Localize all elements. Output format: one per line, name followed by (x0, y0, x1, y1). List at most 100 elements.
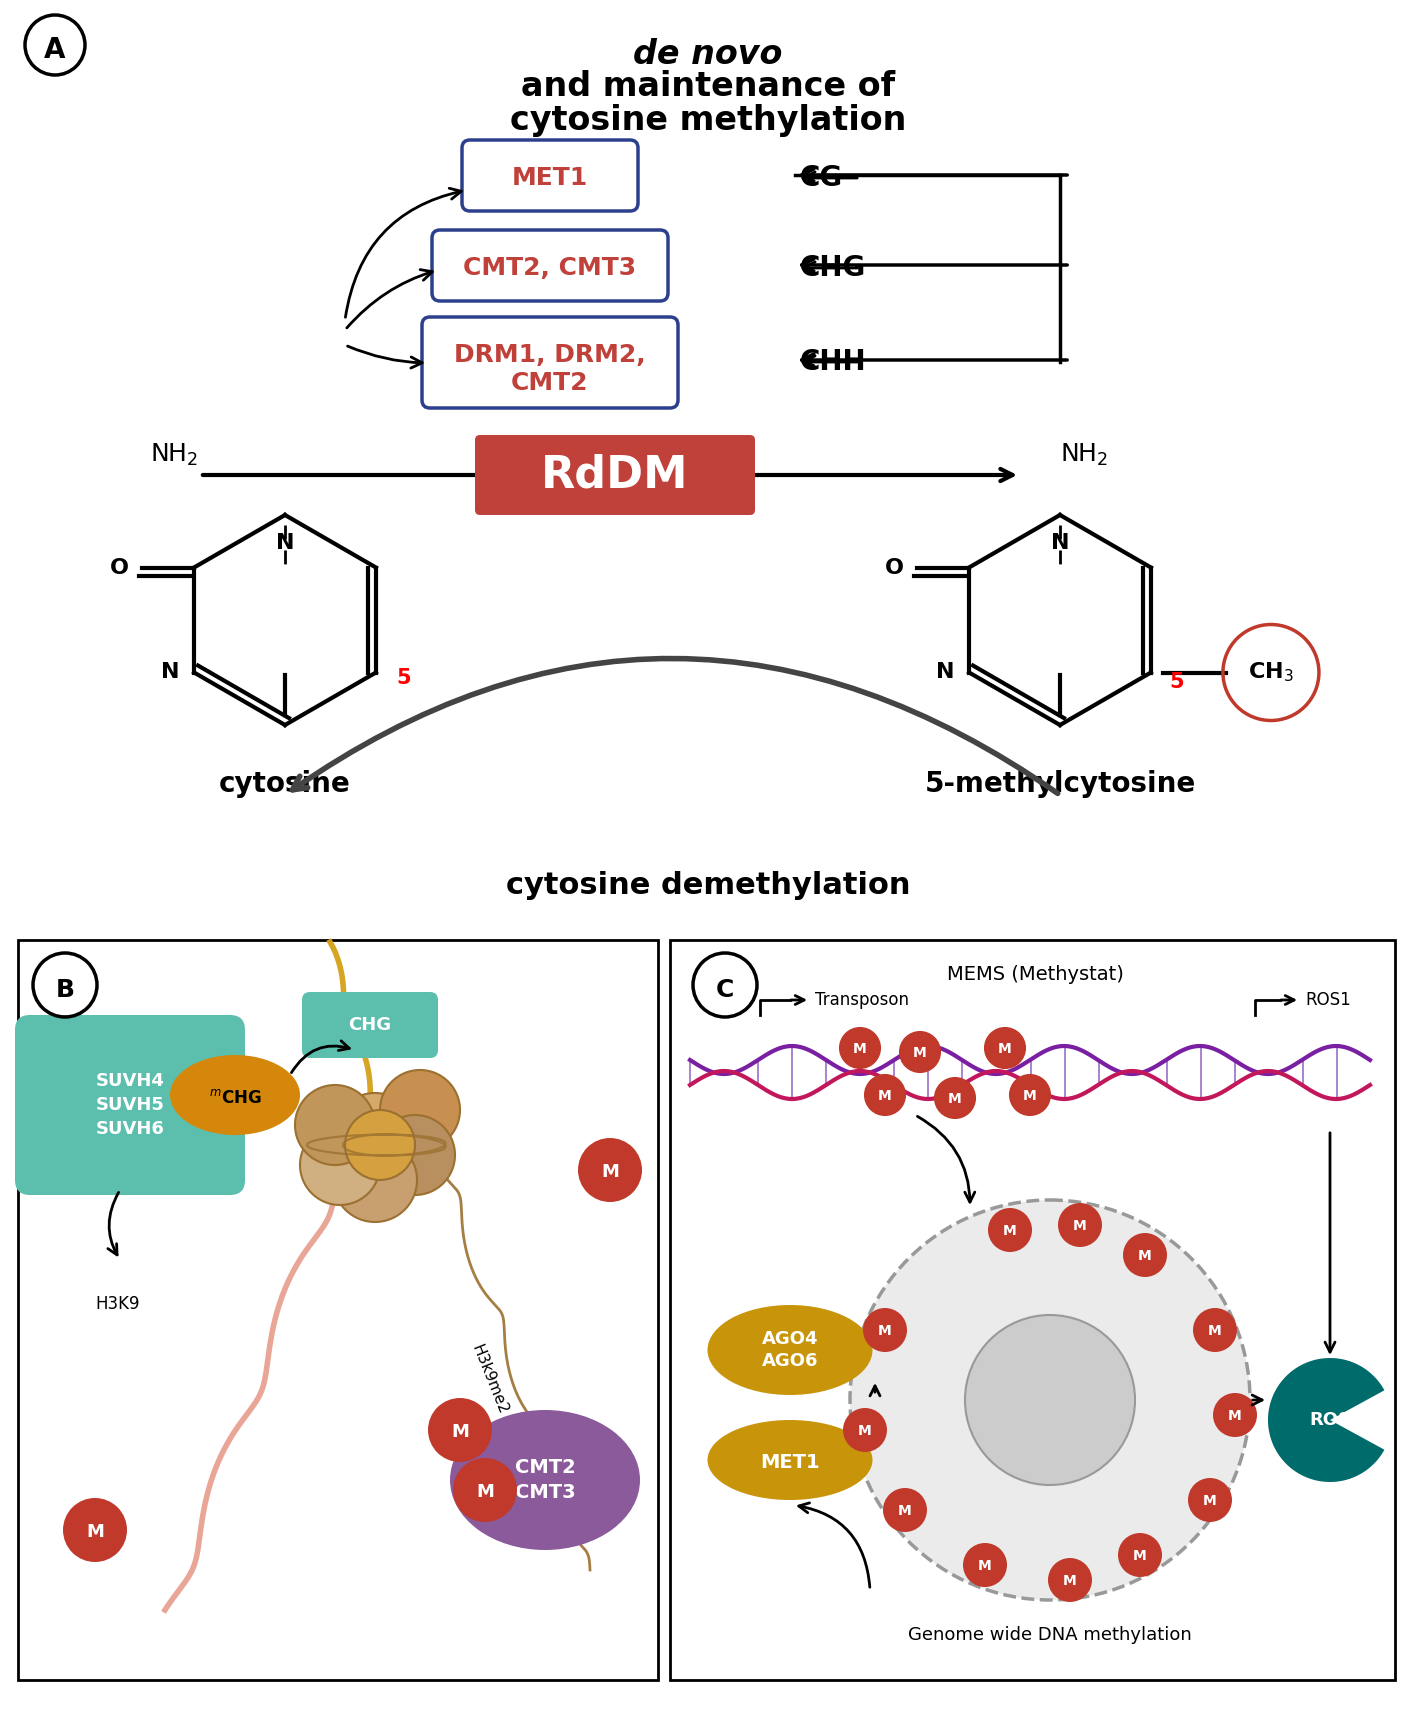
Text: O: O (111, 558, 129, 577)
Text: M: M (601, 1162, 619, 1181)
Circle shape (1010, 1075, 1050, 1115)
Text: M: M (1003, 1224, 1017, 1238)
Circle shape (965, 1315, 1135, 1484)
FancyBboxPatch shape (475, 435, 755, 515)
Text: CHG: CHG (801, 253, 866, 282)
Text: M: M (1134, 1549, 1146, 1563)
Text: Transposon: Transposon (815, 991, 908, 1008)
Circle shape (863, 1308, 907, 1352)
Text: MET1: MET1 (760, 1452, 820, 1472)
Text: CHH: CHH (801, 348, 867, 377)
Text: M: M (1138, 1250, 1152, 1263)
Circle shape (864, 1075, 905, 1115)
FancyBboxPatch shape (422, 317, 677, 407)
Text: M: M (879, 1089, 891, 1103)
FancyBboxPatch shape (302, 991, 438, 1058)
Circle shape (964, 1543, 1007, 1587)
Circle shape (1118, 1532, 1162, 1577)
Text: 5-methylcytosine: 5-methylcytosine (924, 770, 1196, 798)
Text: RdDM: RdDM (541, 454, 689, 496)
Text: cytosine demethylation: cytosine demethylation (506, 870, 910, 899)
FancyBboxPatch shape (16, 1015, 245, 1195)
Text: M: M (476, 1483, 495, 1501)
Circle shape (935, 1079, 975, 1118)
Text: ROS1: ROS1 (1305, 991, 1350, 1008)
FancyBboxPatch shape (432, 229, 667, 301)
Text: MET1: MET1 (512, 166, 588, 190)
Text: M: M (1203, 1495, 1217, 1508)
Text: cytosine: cytosine (220, 770, 351, 798)
Circle shape (380, 1070, 461, 1150)
Circle shape (1058, 1204, 1102, 1246)
Text: 5: 5 (395, 668, 411, 688)
Circle shape (840, 1027, 880, 1068)
PathPatch shape (1268, 1358, 1384, 1483)
Text: M: M (1229, 1409, 1241, 1423)
Text: NH$_2$: NH$_2$ (150, 442, 198, 467)
Bar (670, 940, 1394, 1679)
Text: N: N (935, 663, 954, 683)
Text: M: M (948, 1092, 962, 1106)
Circle shape (1193, 1308, 1237, 1352)
Text: CMT2
CMT3: CMT2 CMT3 (514, 1459, 575, 1501)
Circle shape (300, 1125, 380, 1205)
Circle shape (850, 1200, 1250, 1601)
Text: SUVH4
SUVH5
SUVH6: SUVH4 SUVH5 SUVH6 (95, 1072, 164, 1137)
FancyBboxPatch shape (462, 140, 638, 211)
Text: N: N (160, 663, 179, 683)
Text: M: M (1209, 1323, 1221, 1339)
Circle shape (1187, 1477, 1231, 1522)
Text: M: M (853, 1043, 867, 1056)
Ellipse shape (707, 1305, 873, 1395)
Circle shape (344, 1109, 415, 1180)
Circle shape (988, 1209, 1032, 1251)
Ellipse shape (170, 1055, 300, 1135)
Circle shape (333, 1092, 417, 1178)
Ellipse shape (707, 1419, 873, 1500)
Text: DRM1, DRM2,: DRM1, DRM2, (455, 342, 646, 366)
Text: H3K9: H3K9 (96, 1294, 140, 1313)
Circle shape (453, 1459, 517, 1522)
Circle shape (843, 1407, 887, 1452)
Text: NH$_2$: NH$_2$ (1060, 442, 1108, 467)
Text: B: B (55, 978, 75, 1002)
Text: de novo: de novo (633, 38, 782, 70)
Circle shape (62, 1498, 128, 1561)
Text: cytosine methylation: cytosine methylation (510, 104, 907, 137)
Text: M: M (1023, 1089, 1037, 1103)
Circle shape (578, 1138, 642, 1202)
Text: AGO4
AGO6: AGO4 AGO6 (762, 1330, 818, 1370)
Text: M: M (898, 1505, 913, 1519)
Text: $^m$CHG: $^m$CHG (208, 1089, 261, 1108)
Circle shape (428, 1399, 492, 1462)
Circle shape (295, 1085, 376, 1164)
Bar (18, 940, 657, 1679)
Circle shape (1124, 1233, 1168, 1277)
Text: M: M (451, 1423, 469, 1442)
Text: M: M (879, 1323, 891, 1339)
Text: N: N (276, 532, 295, 553)
Text: N: N (1051, 532, 1070, 553)
Text: and maintenance of: and maintenance of (521, 70, 896, 103)
Circle shape (883, 1488, 927, 1532)
Text: M: M (86, 1524, 103, 1541)
Text: CMT2: CMT2 (512, 372, 588, 395)
Text: 5: 5 (1169, 673, 1183, 692)
Circle shape (333, 1138, 417, 1222)
Text: CH$_3$: CH$_3$ (1248, 661, 1294, 685)
Text: ROS1: ROS1 (1309, 1411, 1365, 1430)
Text: M: M (859, 1424, 871, 1438)
Text: O: O (886, 558, 904, 577)
Circle shape (900, 1032, 939, 1072)
Text: Genome wide DNA methylation: Genome wide DNA methylation (908, 1626, 1192, 1644)
Circle shape (985, 1027, 1024, 1068)
Circle shape (376, 1115, 455, 1195)
Circle shape (1213, 1394, 1257, 1436)
Text: CHG: CHG (349, 1015, 391, 1034)
Text: M: M (998, 1043, 1012, 1056)
Text: H3k9me2: H3k9me2 (469, 1342, 510, 1418)
Circle shape (1049, 1558, 1093, 1602)
Ellipse shape (451, 1411, 640, 1549)
Text: M: M (1063, 1573, 1077, 1589)
Text: C: C (716, 978, 734, 1002)
